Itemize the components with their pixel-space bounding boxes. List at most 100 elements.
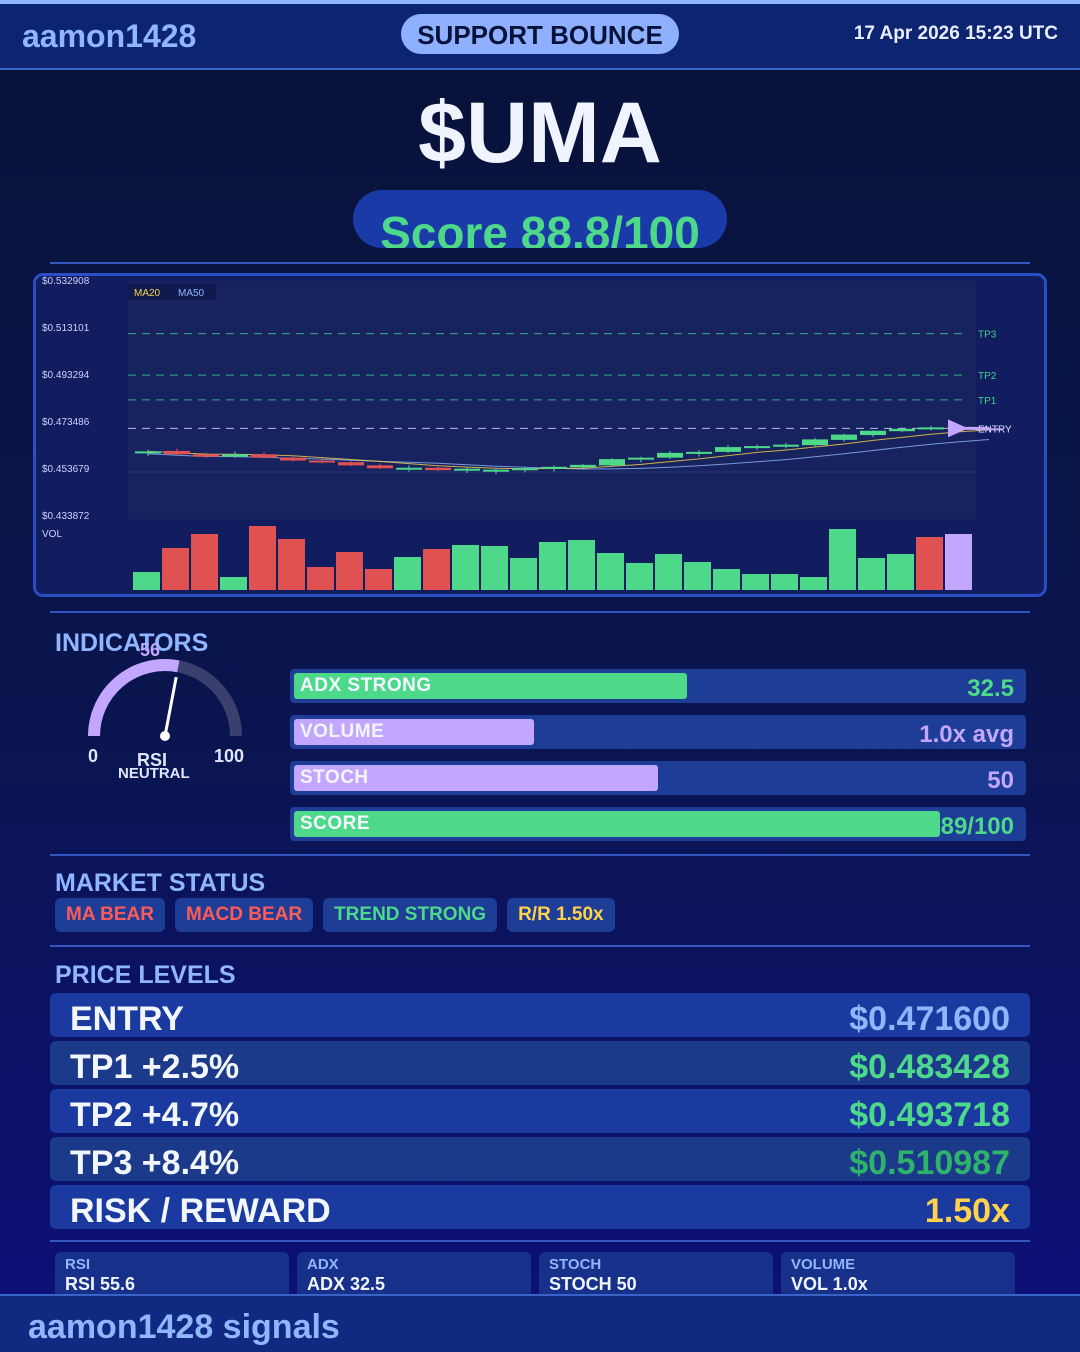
level-label: TP2 bbox=[978, 371, 997, 382]
divider bbox=[50, 1240, 1030, 1242]
footer-bar: aamon1428 signals bbox=[0, 1294, 1080, 1352]
mini-stat-key: VOLUME bbox=[791, 1256, 856, 1273]
indicator-bar-label: VOLUME bbox=[300, 721, 385, 742]
volume-bar bbox=[481, 546, 508, 590]
candle-body bbox=[773, 444, 799, 447]
candle-body bbox=[396, 467, 422, 470]
rsi-value: 56 bbox=[140, 640, 161, 660]
footer-text: aamon1428 signals bbox=[28, 1308, 340, 1346]
entry-arrow-head bbox=[948, 419, 968, 438]
volume-bar bbox=[945, 534, 972, 590]
volume-bar bbox=[771, 574, 798, 590]
candle-body bbox=[454, 468, 480, 471]
mini-stat-card: ADX ADX 32.5 bbox=[297, 1252, 531, 1296]
candle-body bbox=[280, 457, 306, 461]
volume-bar bbox=[307, 567, 334, 590]
volume-bar bbox=[626, 563, 653, 590]
candle-body bbox=[251, 454, 277, 458]
legend-ma20: MA20 bbox=[134, 288, 161, 299]
candle-body bbox=[802, 439, 828, 446]
chart-y-tick-label: $0.532908 bbox=[42, 276, 90, 287]
mini-stat-value: STOCH 50 bbox=[549, 1274, 637, 1294]
volume-bar bbox=[800, 577, 827, 590]
candle-body bbox=[222, 454, 248, 457]
indicators-title: INDICATORS bbox=[55, 629, 209, 657]
volume-bar bbox=[336, 552, 363, 590]
volume-bar bbox=[684, 562, 711, 590]
ma20-line bbox=[147, 429, 990, 470]
candle-body bbox=[512, 468, 538, 471]
volume-bar bbox=[191, 534, 218, 590]
price-levels-title: PRICE LEVELS bbox=[55, 961, 236, 989]
candle-body bbox=[628, 457, 654, 460]
price-level-label: TP2 +4.7% bbox=[70, 1096, 240, 1134]
rsi-needle bbox=[163, 676, 178, 737]
divider bbox=[50, 854, 1030, 856]
price-level-value: $0.471600 bbox=[849, 1000, 1010, 1038]
volume-bar bbox=[394, 557, 421, 590]
volume-bar bbox=[858, 558, 885, 590]
indicator-bar-fill bbox=[294, 719, 535, 745]
price-level-value: $0.493718 bbox=[849, 1096, 1010, 1134]
candle-body bbox=[164, 450, 190, 455]
score-pill: Score 88.8/100 bbox=[353, 190, 727, 248]
price-level-row: ENTRY $0.471600 bbox=[50, 993, 1030, 1038]
volume-bar bbox=[655, 554, 682, 590]
volume-bar bbox=[133, 572, 160, 590]
rsi-gauge: 56 0 100 RSI NEUTRAL bbox=[70, 640, 260, 790]
price-level-value: $0.483428 bbox=[849, 1048, 1010, 1086]
price-level-row: RISK / REWARD 1.50x bbox=[50, 1185, 1030, 1230]
indicator-bar-value: 89/100 bbox=[940, 813, 1014, 840]
mini-stat-card: STOCH STOCH 50 bbox=[539, 1252, 773, 1296]
divider bbox=[50, 262, 1030, 264]
price-level-value: $0.510987 bbox=[849, 1144, 1010, 1182]
rsi-label: RSI bbox=[137, 750, 168, 770]
indicator-bar-label: ADX STRONG bbox=[300, 675, 432, 696]
candle-body bbox=[860, 430, 886, 436]
indicator-bar-fill bbox=[294, 673, 688, 699]
candle-body bbox=[657, 452, 683, 458]
volume-bar bbox=[278, 539, 305, 590]
rsi-gauge-fill bbox=[88, 659, 180, 737]
mini-stat-value: ADX 32.5 bbox=[307, 1274, 386, 1294]
volume-bar bbox=[162, 548, 189, 590]
price-level-row: TP2 +4.7% $0.493718 bbox=[50, 1089, 1030, 1134]
volume-bar bbox=[742, 574, 769, 590]
ticker-symbol: $UMA bbox=[418, 85, 662, 181]
chart-legend-box bbox=[128, 284, 216, 300]
candle-body bbox=[541, 466, 567, 469]
volume-bar bbox=[249, 526, 276, 590]
mini-stat-key: RSI bbox=[65, 1256, 91, 1273]
indicator-bar: STOCH 50 bbox=[290, 761, 1026, 795]
price-level-row: TP3 +8.4% $0.510987 bbox=[50, 1137, 1030, 1182]
volume-bar bbox=[452, 545, 479, 590]
status-tag: TREND STRONG bbox=[323, 898, 498, 932]
status-tag: MA BEAR bbox=[55, 898, 165, 932]
mini-stat-key: ADX bbox=[307, 1256, 339, 1273]
chart-y-tick-label: $0.453679 bbox=[42, 464, 90, 475]
indicator-bar: VOLUME 1.0x avg bbox=[290, 715, 1026, 749]
chart-svg: $0.532908 $0.513101 $0.493294 $0.473486 $0.4… bbox=[42, 276, 1012, 590]
candle-body bbox=[889, 428, 915, 432]
candle-body bbox=[483, 469, 509, 472]
price-level-label: TP1 +2.5% bbox=[70, 1048, 240, 1086]
indicator-bar-value: 1.0x avg bbox=[919, 721, 1014, 748]
divider bbox=[50, 611, 1030, 613]
volume-bar bbox=[597, 553, 624, 590]
price-chart: $0.532908 $0.513101 $0.493294 $0.473486 $0.4… bbox=[33, 273, 1047, 597]
candle-body bbox=[570, 464, 596, 468]
candle-body bbox=[918, 427, 944, 430]
candle-body bbox=[686, 451, 712, 454]
volume-bar bbox=[423, 549, 450, 590]
signal-type-badge: SUPPORT BOUNCE bbox=[401, 14, 679, 54]
indicator-bar-label: STOCH bbox=[300, 767, 369, 788]
candle-body bbox=[193, 454, 219, 457]
indicator-bar-value: 32.5 bbox=[967, 675, 1014, 702]
volume-bar bbox=[887, 554, 914, 590]
status-tag: R/R 1.50x bbox=[507, 898, 615, 932]
volume-bar bbox=[829, 529, 856, 590]
volume-bar bbox=[220, 577, 247, 590]
price-level-label: RISK / REWARD bbox=[70, 1192, 331, 1230]
rsi-state: NEUTRAL bbox=[118, 765, 190, 782]
mini-stat-card: VOLUME VOL 1.0x bbox=[781, 1252, 1015, 1296]
